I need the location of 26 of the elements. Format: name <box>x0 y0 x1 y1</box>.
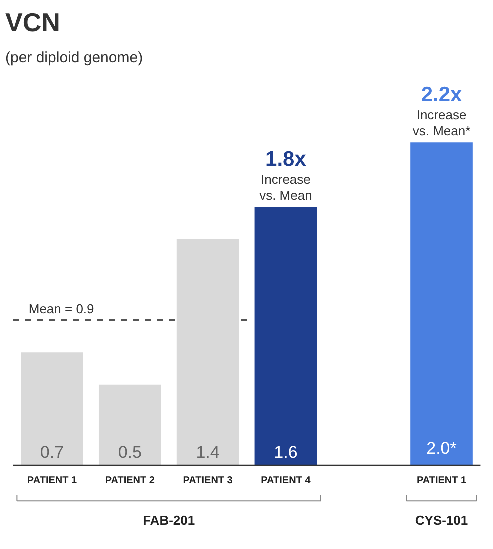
data-label: 1.4 <box>196 442 220 462</box>
ref-line-label: Mean = 0.9 <box>28 301 94 316</box>
text: CYS-101 <box>415 513 468 528</box>
data-label: 1.6 <box>274 442 298 462</box>
data-label: 0.5 <box>118 442 142 462</box>
data-label: 2.0* <box>426 438 458 458</box>
annotation: vs. Mean <box>260 188 312 204</box>
x-tick-label: PATIENT 4 <box>261 476 312 487</box>
data-label: 0.7 <box>40 442 64 462</box>
bar <box>98 384 162 466</box>
chart-title: VCN <box>6 8 60 38</box>
annotation: Increase <box>261 172 311 188</box>
annotation: 1.8x <box>266 148 307 172</box>
chart-subtitle: (per diploid genome) <box>6 50 144 66</box>
bar <box>254 207 318 466</box>
x-tick-label: PATIENT 2 <box>105 476 156 487</box>
text: Increase <box>416 108 467 123</box>
x-tick-label: PATIENT 1 <box>27 476 78 487</box>
text: 2.2x <box>421 84 463 107</box>
bar <box>176 240 240 466</box>
bar <box>21 352 84 466</box>
text: FAB-201 <box>143 513 196 528</box>
x-tick-label: PATIENT 3 <box>183 476 234 487</box>
x-tick-label: PATIENT 1 <box>416 476 468 487</box>
text: vs. Mean* <box>412 124 471 139</box>
bar <box>410 142 473 466</box>
